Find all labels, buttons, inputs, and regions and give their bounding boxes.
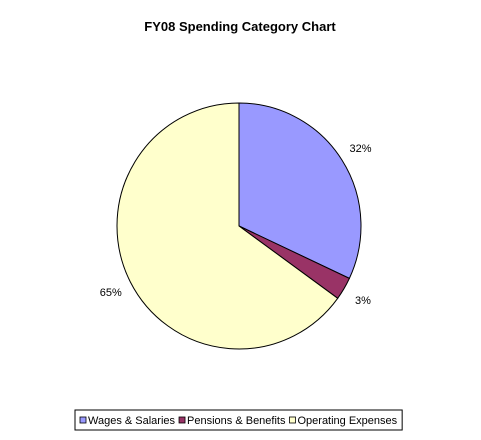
chart-title: FY08 Spending Category Chart <box>144 19 336 34</box>
slice-label-operating-expenses: 65% <box>100 287 122 299</box>
pie-slice-operating-expenses <box>116 102 339 350</box>
legend-label-wages-salaries: Wages & Salaries <box>88 415 176 427</box>
legend-items: Wages & Salaries Pensions & Benefits Opera… <box>79 415 398 427</box>
legend-label-pensions-benefits: Pensions & Benefits <box>187 415 286 427</box>
pie-slice-labels: 32% 3% 65% <box>100 143 372 307</box>
legend-swatch-operating-expenses <box>289 416 296 424</box>
legend-label-operating-expenses: Operating Expenses <box>297 415 397 427</box>
slice-label-pensions-benefits: 3% <box>355 295 371 307</box>
legend-box <box>74 409 403 431</box>
slice-label-wages-salaries: 32% <box>350 143 372 155</box>
legend-swatch-pensions-benefits <box>178 416 186 424</box>
legend: Wages & Salaries Pensions & Benefits Opera… <box>74 409 403 431</box>
pie-slice-wages-salaries <box>238 102 362 280</box>
legend-swatch-wages-salaries <box>79 416 87 424</box>
pie-slices <box>116 102 362 350</box>
